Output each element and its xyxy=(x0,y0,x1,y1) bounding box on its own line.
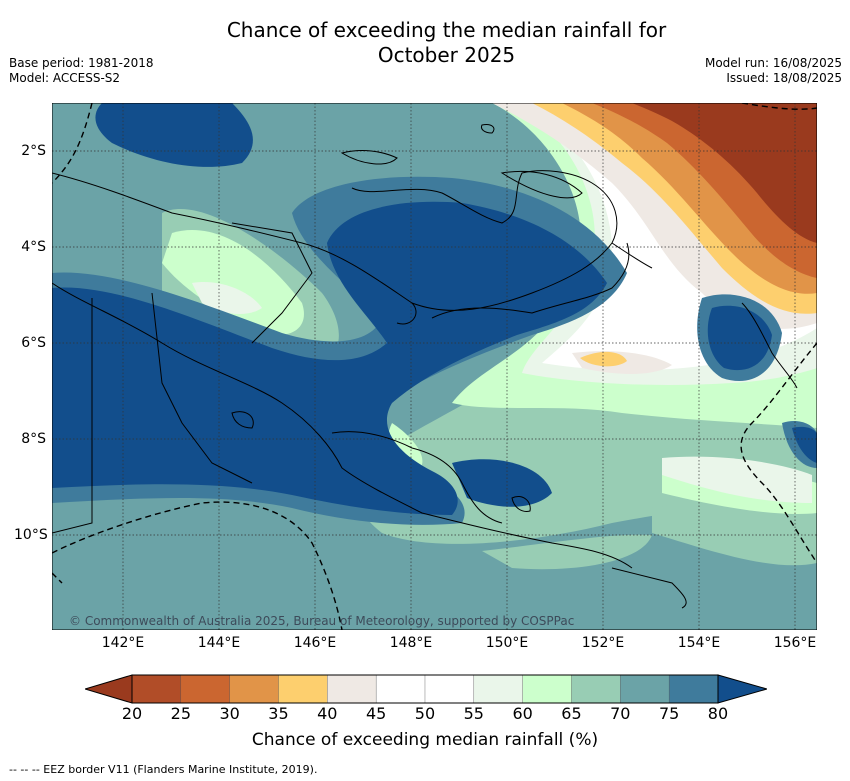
lat-label: 2°S xyxy=(21,143,46,159)
lon-label: 144°E xyxy=(197,635,241,651)
lat-label: 4°S xyxy=(21,239,46,255)
coastline xyxy=(52,124,798,609)
eez-legend: -- -- -- EEZ border V11 (Flanders Marine… xyxy=(9,763,318,776)
colorbar-cell xyxy=(522,674,573,704)
colorbar-extend-high xyxy=(717,674,767,704)
colorbar-tick-label: 60 xyxy=(512,704,533,723)
colorbar-cell xyxy=(668,674,719,704)
meta-left: Base period: 1981-2018 Model: ACCESS-S2 xyxy=(9,56,154,86)
colorbar-tick-label: 40 xyxy=(317,704,338,723)
colorbar-cell xyxy=(229,674,280,704)
lat-label: 6°S xyxy=(21,335,46,351)
colorbar-cell xyxy=(473,674,524,704)
colorbar-tick-label: 50 xyxy=(414,704,436,723)
model-name: Model: ACCESS-S2 xyxy=(9,71,121,85)
lon-label: 150°E xyxy=(485,635,529,651)
band-20-25 xyxy=(632,103,817,243)
colorbar-tick-label: 35 xyxy=(268,704,289,723)
lon-label: 148°E xyxy=(389,635,433,651)
graticule xyxy=(52,103,817,630)
title-line-1: Chance of exceeding the median rainfall … xyxy=(226,18,667,42)
colorbar-cell xyxy=(571,674,622,704)
colorbar-label: Chance of exceeding median rainfall (%) xyxy=(251,730,599,750)
colorbar-tick-label: 65 xyxy=(561,704,582,723)
colorbar-cell xyxy=(131,674,182,704)
colorbar-tick-label: 25 xyxy=(170,704,191,723)
issued-date: Issued: 18/08/2025 xyxy=(726,71,842,85)
colorbar-cell xyxy=(375,674,426,704)
colorbar-tick-label: 75 xyxy=(658,704,680,723)
colorbar-tick-label: 20 xyxy=(121,704,143,723)
colorbar-cell xyxy=(180,674,231,704)
colorbar-tick-label: 55 xyxy=(463,704,484,723)
colorbar-cell xyxy=(278,674,329,704)
lat-label: 8°S xyxy=(21,431,46,447)
colorbar-cell xyxy=(620,674,670,704)
lon-label: 154°E xyxy=(677,635,721,651)
chart-title: Chance of exceeding the median rainfall … xyxy=(0,18,850,68)
copyright-notice: © Commonwealth of Australia 2025, Bureau… xyxy=(69,614,575,628)
colorbar-cell xyxy=(424,674,475,704)
lon-label: 142°E xyxy=(101,635,145,651)
colorbar-tick-label: 70 xyxy=(610,704,631,723)
lon-label: 146°E xyxy=(293,635,337,651)
base-period: Base period: 1981-2018 xyxy=(9,56,154,70)
eez-border xyxy=(52,103,817,630)
model-run: Model run: 16/08/2025 xyxy=(704,56,842,70)
lon-label: 156°E xyxy=(773,635,817,651)
meta-right: Model run: 16/08/2025 Issued: 18/08/2025 xyxy=(705,56,842,86)
colorbar-tick-label: 30 xyxy=(219,704,240,723)
lon-label: 152°E xyxy=(581,635,625,651)
colorbar-tick-label: 45 xyxy=(365,704,387,723)
colorbar-cell xyxy=(327,674,377,704)
rainfall-map xyxy=(52,103,817,630)
colorbar xyxy=(85,674,767,704)
band-above-80 xyxy=(52,201,607,515)
lat-label: 10°S xyxy=(14,527,48,543)
colorbar-extend-low xyxy=(85,674,133,704)
colorbar-tick-label: 80 xyxy=(707,704,729,723)
title-line-2: October 2025 xyxy=(377,43,516,67)
